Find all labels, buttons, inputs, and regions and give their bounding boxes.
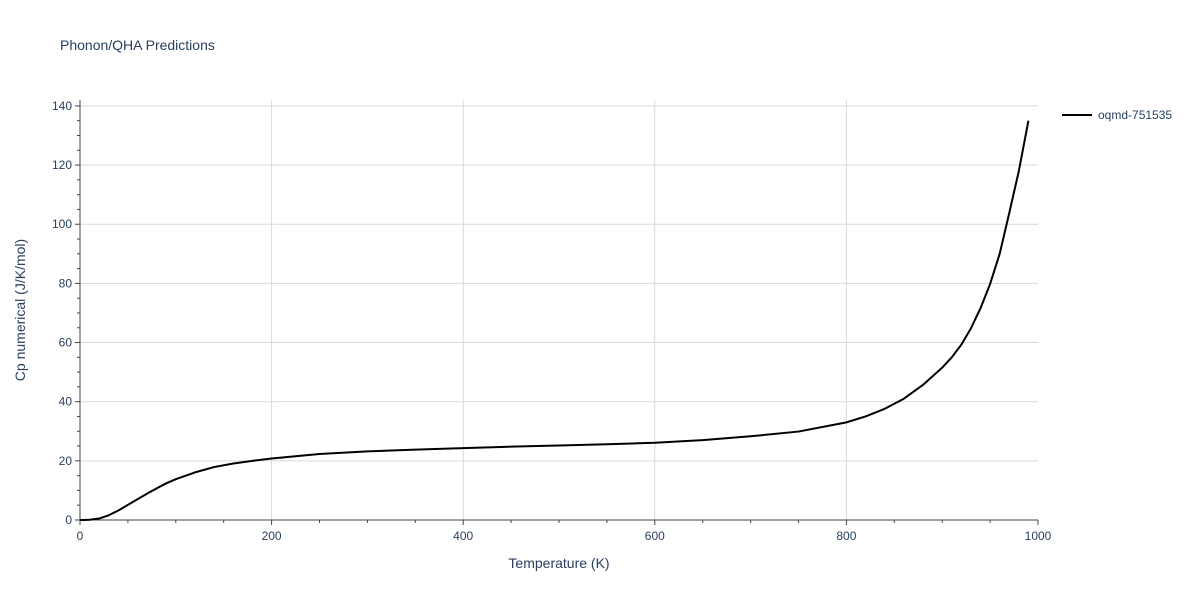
y-tick-label-40: 40: [59, 395, 73, 409]
x-axis-title: Temperature (K): [508, 555, 609, 571]
x-tick-label-200: 200: [262, 529, 282, 543]
y-tick-label-20: 20: [59, 454, 73, 468]
series-line-oqmd-751535[interactable]: [79, 120, 1030, 521]
y-tick-label-60: 60: [59, 336, 73, 350]
axis-layer: 0 200 400 600 800 1000 0 20 40 60 80 100 120 140: [52, 99, 1052, 543]
x-tick-label-800: 800: [836, 529, 856, 543]
series-layer: [79, 120, 1030, 521]
y-tick-label-140: 140: [52, 99, 72, 113]
x-tick-label-0: 0: [77, 529, 84, 543]
y-tick-label-100: 100: [52, 217, 72, 231]
y-axis-title: Cp numerical (J/K/mol): [12, 239, 28, 381]
x-tick-label-1000: 1000: [1025, 529, 1052, 543]
legend[interactable]: oqmd-751535: [1062, 108, 1172, 122]
y-tick-label-120: 120: [52, 158, 72, 172]
x-tick-label-400: 400: [453, 529, 473, 543]
y-tick-label-80: 80: [59, 276, 73, 290]
grid-layer: [80, 100, 1038, 520]
y-tick-label-0: 0: [65, 513, 72, 527]
chart-title: Phonon/QHA Predictions: [60, 37, 215, 53]
legend-label-oqmd-751535: oqmd-751535: [1098, 108, 1172, 122]
x-tick-label-600: 600: [645, 529, 665, 543]
